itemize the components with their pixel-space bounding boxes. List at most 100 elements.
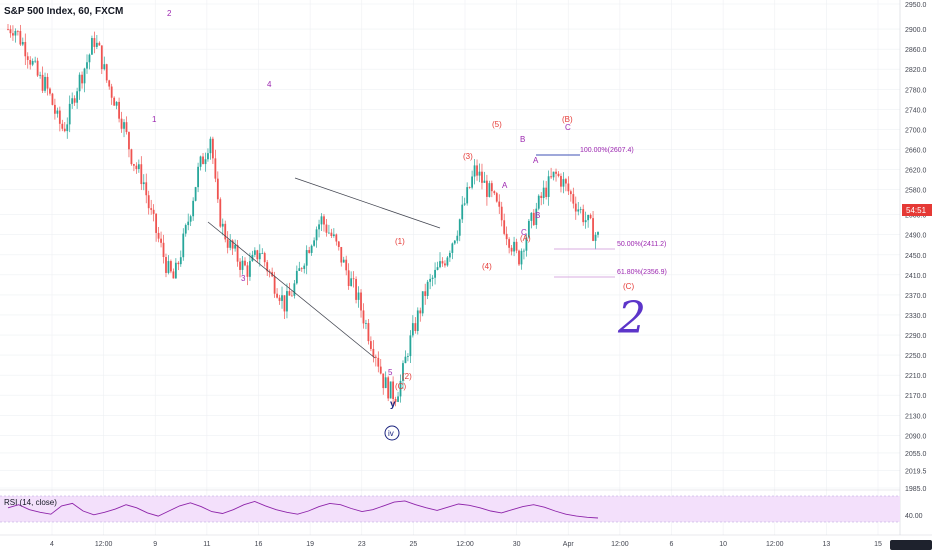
- candle-body: [194, 187, 197, 201]
- candle-body: [172, 271, 175, 279]
- candle-body: [56, 110, 59, 114]
- candle-body: [226, 239, 229, 248]
- wave-label-abc-A1: A: [502, 181, 508, 190]
- candle-body: [424, 291, 427, 296]
- candle-body: [355, 279, 357, 300]
- candle-body: [434, 269, 436, 278]
- candle-body: [51, 93, 54, 105]
- price-axis-tick: 2620.0: [905, 168, 927, 175]
- candle-body: [345, 259, 348, 271]
- candle-body: [377, 357, 380, 367]
- wave-label-red-3: (3): [463, 152, 473, 161]
- candle-body: [419, 310, 422, 314]
- candle-body: [93, 38, 96, 47]
- price-axis-tick: 2900.0: [905, 27, 927, 34]
- time-axis-tick: Apr: [563, 541, 575, 548]
- candle-body: [584, 220, 587, 223]
- time-axis-tick: 25: [409, 541, 417, 548]
- candle-body: [300, 268, 303, 270]
- candle-body: [177, 262, 180, 265]
- wave-labels: 1 2 3 4 5 y iv (1) (2) (3) (4) (5) (C) (…: [152, 9, 646, 441]
- candle-body: [231, 240, 234, 249]
- candle-body: [229, 240, 232, 248]
- candle-body: [572, 194, 575, 204]
- candle-body: [473, 165, 476, 177]
- price-axis[interactable]: 2950.0 2900.0 2860.0 2820.0 2780.0 2740.0 2700…: [905, 2, 927, 493]
- candle-body: [392, 381, 395, 399]
- candle-body: [132, 164, 135, 166]
- candle-body: [293, 283, 296, 296]
- price-axis-tick: 2090.0: [905, 433, 927, 440]
- candle-body: [214, 158, 217, 179]
- price-axis-tick: 2290.0: [905, 333, 927, 340]
- price-badge-text: 54:51: [906, 206, 927, 215]
- candle-body: [402, 363, 404, 381]
- candle-body: [142, 182, 145, 185]
- time-axis[interactable]: 4 12:00 9 11 16 19 23 25 12:00 30 Apr 12:00 6 10 12:00…: [50, 541, 882, 548]
- candle-body: [369, 341, 372, 349]
- candle-body: [46, 76, 49, 89]
- candle-body: [416, 310, 419, 331]
- candle-body: [310, 245, 313, 253]
- candle-body: [518, 250, 520, 265]
- candle-body: [216, 178, 219, 200]
- candle-body: [308, 250, 311, 253]
- price-axis-tick: 2130.0: [905, 413, 927, 420]
- candle-body: [550, 176, 552, 178]
- candle-body: [527, 220, 530, 238]
- candle-body: [241, 260, 244, 270]
- candle-body: [58, 110, 61, 124]
- candle-body: [258, 253, 261, 260]
- time-axis-tick: 16: [255, 541, 263, 548]
- candle-body: [372, 348, 375, 357]
- candle-body: [283, 295, 286, 312]
- candle-body: [505, 233, 508, 240]
- candle-body: [244, 260, 246, 266]
- time-axis-tick: 19: [306, 541, 314, 548]
- candle-body: [397, 396, 399, 402]
- candle-body: [295, 270, 298, 284]
- candle-body: [530, 212, 533, 221]
- candle-body: [565, 179, 567, 184]
- candle-body: [24, 42, 27, 57]
- candle-body: [115, 101, 118, 106]
- wedge-trendlines: [207, 177, 441, 359]
- wave-label-red-B: (B): [562, 115, 573, 124]
- candle-body: [110, 86, 113, 98]
- candle-body: [463, 203, 466, 205]
- candle-body: [263, 253, 266, 263]
- time-axis-tick: 30: [513, 541, 521, 548]
- candle-body: [236, 245, 239, 262]
- candle-body: [478, 171, 481, 176]
- time-axis-tick: 12:00: [611, 541, 629, 548]
- candle-body: [219, 199, 222, 227]
- candle-body: [140, 164, 143, 185]
- candle-body: [555, 171, 557, 174]
- candle-body: [239, 261, 241, 270]
- candle-body: [493, 191, 496, 194]
- candle-body: [313, 240, 316, 246]
- candle-body: [350, 278, 353, 287]
- candle-body: [9, 29, 12, 34]
- candle-body: [362, 310, 365, 324]
- candle-body: [246, 265, 249, 277]
- candle-body: [100, 45, 103, 70]
- candle-body: [444, 263, 446, 266]
- candle-body: [276, 293, 278, 298]
- candle-body: [569, 191, 572, 195]
- candle-body: [476, 165, 478, 176]
- wave-label-red-C-low: (C): [395, 382, 406, 391]
- candle-body: [340, 246, 343, 263]
- candle-body: [453, 240, 456, 244]
- candle-body: [21, 42, 24, 45]
- candle-body: [303, 265, 306, 269]
- candle-body: [587, 214, 590, 221]
- candle-body: [461, 204, 464, 220]
- candle-body: [268, 271, 271, 273]
- time-axis-tick: 23: [358, 541, 366, 548]
- candle-body: [374, 356, 377, 358]
- candle-body: [91, 38, 93, 55]
- candle-body: [266, 262, 269, 272]
- candle-body: [83, 68, 86, 84]
